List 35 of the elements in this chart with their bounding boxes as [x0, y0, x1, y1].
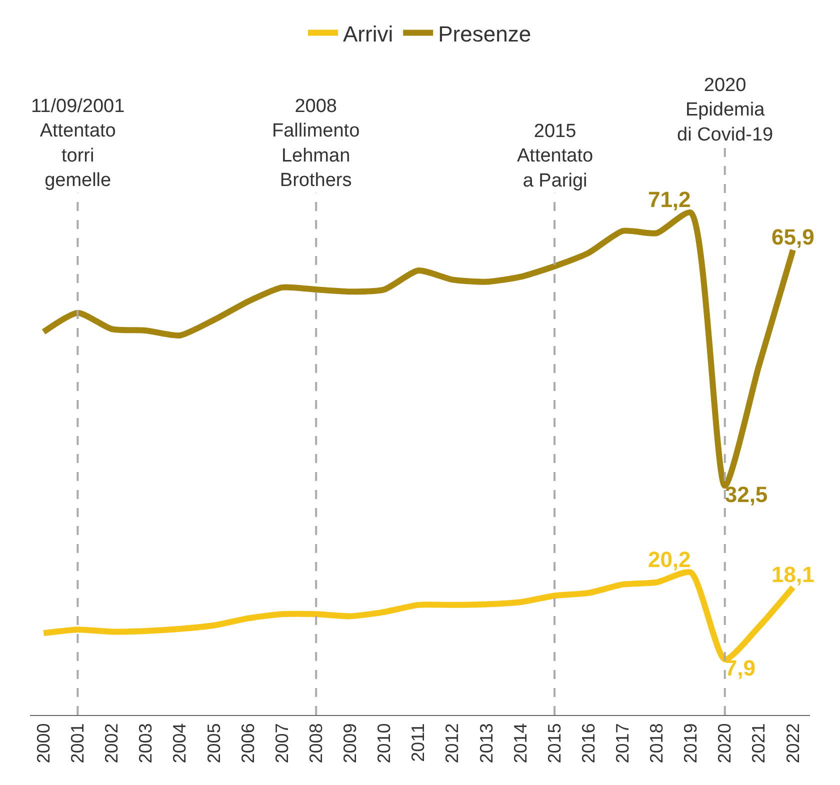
data-label: 18,1 [772, 562, 814, 587]
x-tick-label: 2019 [680, 723, 701, 764]
x-tick-label: 2003 [136, 723, 156, 764]
x-tick-label: 2004 [170, 723, 190, 764]
ref-line-label: 11/09/2001 Attentato torri gemelle [31, 96, 125, 192]
x-tick-label: 2010 [374, 723, 394, 764]
data-label: 71,2 [648, 187, 691, 212]
x-tick-label: 2015 [544, 723, 564, 764]
x-tick-label: 2016 [578, 723, 598, 764]
x-tick-label: 2002 [102, 723, 122, 764]
data-label: 32,5 [724, 482, 768, 508]
legend-label: Arrivi [343, 21, 394, 46]
data-label: 20,2 [648, 546, 691, 572]
x-tick-label: 2017 [612, 723, 633, 764]
ref-line-label: 2008 Fallimento Lehman Brothers [272, 96, 360, 192]
x-tick-label: 2021 [748, 723, 769, 764]
data-label: 7,9 [724, 656, 756, 681]
x-tick-label: 2012 [442, 723, 462, 764]
x-tick-label: 2009 [340, 723, 360, 764]
ref-line-label: 2020 Epidemia di Covid-19 [677, 75, 774, 146]
x-tick-label: 2020 [714, 723, 735, 764]
x-tick-label: 2001 [68, 723, 88, 764]
x-tick-label: 2005 [204, 723, 224, 764]
x-tick-label: 2018 [646, 723, 667, 764]
x-tick-label: 2013 [476, 723, 496, 764]
ref-line-label: 2015 Attentato a Parigi [517, 121, 594, 192]
x-tick-label: 2006 [238, 723, 258, 764]
x-tick-label: 2007 [272, 723, 292, 764]
x-tick-label: 2000 [33, 723, 54, 764]
x-tick-label: 2008 [306, 723, 326, 764]
x-tick-label: 2014 [510, 723, 530, 764]
x-tick-label: 2022 [782, 723, 803, 764]
legend-label: Presenze [438, 21, 532, 46]
data-label: 65,9 [772, 224, 814, 250]
x-tick-label: 2011 [408, 723, 428, 762]
